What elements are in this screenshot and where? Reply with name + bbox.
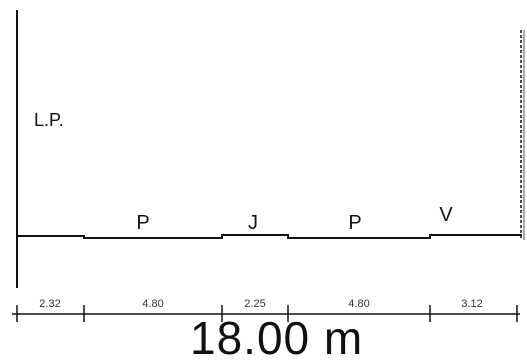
- lp-label: L.P.: [34, 110, 64, 130]
- ground-profile-line: [17, 234, 522, 239]
- segment-code-v: V: [439, 204, 453, 226]
- segment-width-4: 4.80: [348, 298, 370, 310]
- total-width-label: 18.00 m: [190, 312, 364, 364]
- segment-code-p2: P: [348, 212, 362, 234]
- segment-width-1: 2.32: [39, 298, 61, 310]
- segment-width-3: 2.25: [244, 298, 266, 310]
- segment-width-5: 3.12: [461, 298, 483, 310]
- segment-code-p1: P: [136, 212, 150, 234]
- segment-width-2: 4.80: [142, 298, 164, 310]
- segment-code-j: J: [248, 212, 258, 234]
